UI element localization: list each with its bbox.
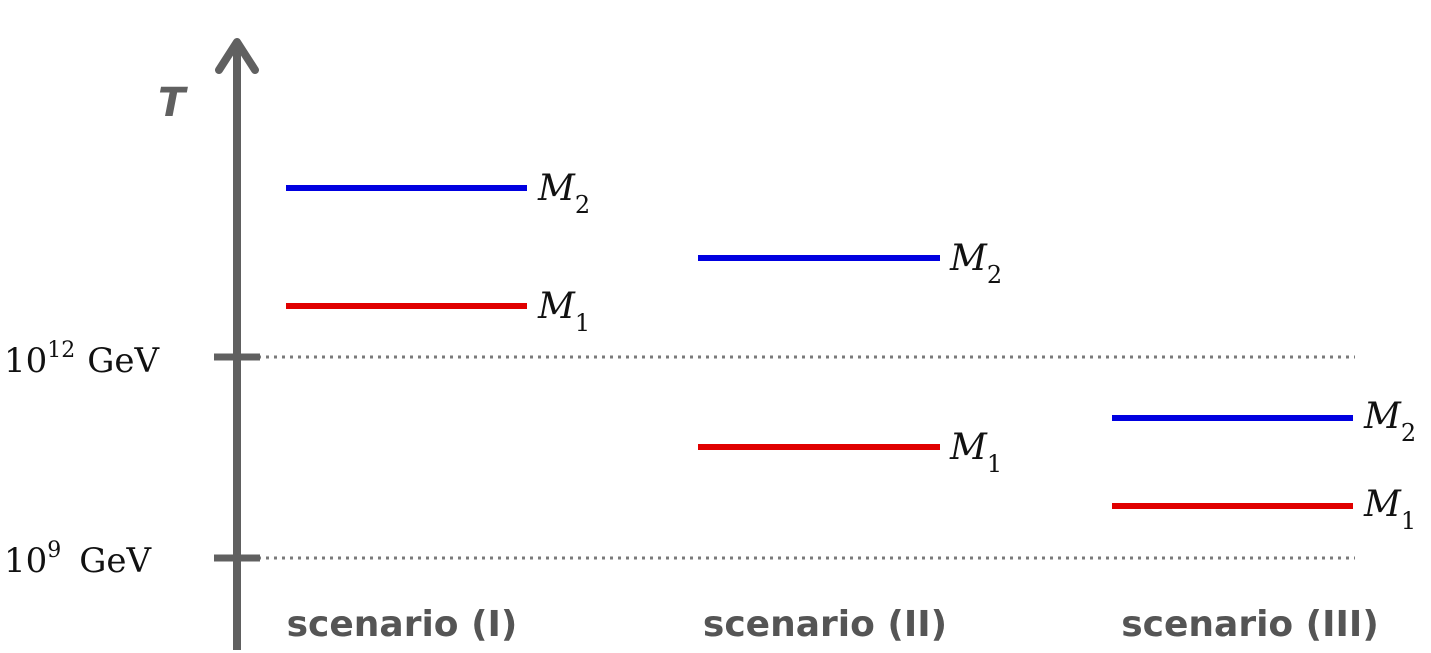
tick-label-1e12: 1012 GeV: [4, 338, 161, 381]
tick-base: 10: [4, 341, 47, 381]
scenario-3-m2-label: M2: [1363, 396, 1416, 447]
scenario-2-m2-label: M2: [949, 238, 1002, 289]
tick-label-1e9: 109 GeV: [4, 538, 153, 581]
level-symbol: M: [949, 427, 988, 468]
tick-base: 10: [4, 541, 47, 581]
level-subscript: 2: [987, 261, 1002, 289]
scenario-2-m1-label: M1: [949, 427, 1002, 478]
tick-exponent: 9: [47, 538, 61, 563]
level-symbol: M: [1363, 484, 1402, 525]
level-symbol: M: [537, 286, 576, 327]
scenario-1-m2-label: M2: [537, 168, 590, 219]
tick-unit: GeV: [79, 541, 152, 581]
axis-label: T: [158, 80, 188, 126]
level-subscript: 1: [575, 309, 590, 337]
level-symbol: M: [949, 238, 988, 279]
scenario-3-label: scenario (III): [1121, 604, 1379, 645]
scenario-2-label: scenario (II): [703, 604, 947, 645]
tick-unit: GeV: [87, 341, 160, 381]
tick-exponent: 12: [47, 338, 75, 363]
scenario-1-label: scenario (I): [287, 604, 518, 645]
scenario-3-m1-label: M1: [1363, 484, 1416, 535]
level-subscript: 2: [575, 191, 590, 219]
level-subscript: 1: [987, 450, 1002, 478]
level-symbol: M: [537, 168, 576, 209]
axis-arrowhead-icon: [215, 38, 259, 74]
level-subscript: 2: [1401, 419, 1416, 447]
level-subscript: 1: [1401, 507, 1416, 535]
level-symbol: M: [1363, 396, 1402, 437]
scenario-1-m1-label: M1: [537, 286, 590, 337]
